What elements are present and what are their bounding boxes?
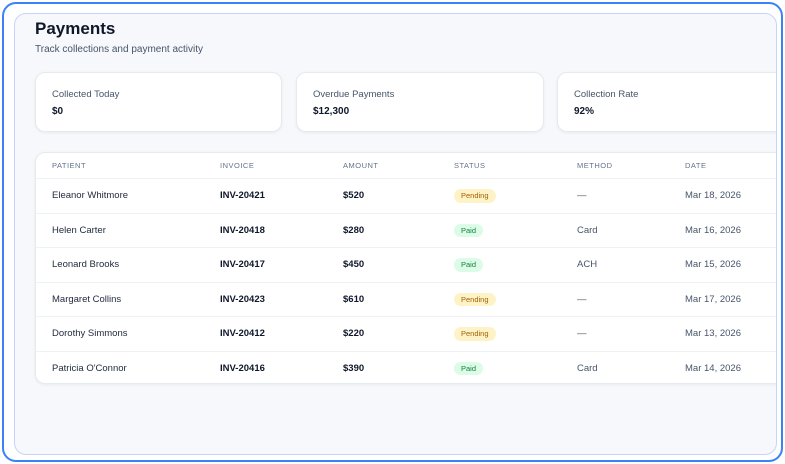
status-badge: Pending — [454, 292, 496, 306]
amount: $390 — [343, 362, 365, 374]
column-header-invoice[interactable]: INVOICE — [220, 161, 255, 170]
patient-name: Eleanor Whitmore — [52, 190, 129, 202]
status-cell: Pending — [454, 283, 496, 317]
status-cell: Pending — [454, 179, 496, 213]
amount: $610 — [343, 293, 365, 305]
status-badge: Pending — [454, 327, 496, 341]
table-row[interactable]: Dorothy Simmons INV-20412 $220 Pending —… — [36, 316, 776, 351]
table-row[interactable]: Patricia O'Connor INV-20416 $390 Paid Ca… — [36, 350, 776, 384]
patient-name: Patricia O'Connor — [52, 362, 127, 374]
payment-date: Mar 13, 2026 — [685, 328, 741, 340]
payment-method: ACH — [577, 259, 598, 271]
status-cell: Paid — [454, 214, 484, 248]
column-header-date[interactable]: DATE — [685, 161, 707, 170]
table-row[interactable]: Eleanor Whitmore INV-20421 $520 Pending … — [36, 178, 776, 213]
payment-method: — — [577, 190, 587, 202]
payments-panel: Payments Track collections and payment a… — [14, 13, 777, 455]
amount: $450 — [343, 259, 365, 271]
stat-value: 92% — [574, 106, 595, 117]
stat-card-collection-rate: Collection Rate 92% — [557, 72, 776, 132]
invoice-number: INV-20412 — [220, 328, 265, 340]
stat-value: $12,300 — [313, 106, 350, 117]
payment-date: Mar 14, 2026 — [685, 362, 741, 374]
stat-label: Collection Rate — [574, 89, 639, 100]
page-subtitle: Track collections and payment activity — [35, 44, 204, 55]
column-header-patient[interactable]: PATIENT — [52, 161, 87, 170]
payment-date: Mar 16, 2026 — [685, 224, 741, 236]
column-header-amount[interactable]: AMOUNT — [343, 161, 379, 170]
payment-date: Mar 15, 2026 — [685, 259, 741, 271]
stat-value: $0 — [52, 106, 64, 117]
stat-label: Collected Today — [52, 89, 120, 100]
payment-method: Card — [577, 224, 598, 236]
status-badge: Paid — [454, 223, 484, 237]
amount: $520 — [343, 190, 365, 202]
patient-name: Dorothy Simmons — [52, 328, 128, 340]
payment-method: — — [577, 293, 587, 305]
page-title: Payments — [35, 19, 116, 38]
table-row[interactable]: Margaret Collins INV-20423 $610 Pending … — [36, 281, 776, 317]
column-header-status[interactable]: STATUS — [454, 161, 486, 170]
amount: $280 — [343, 224, 365, 236]
status-cell: Pending — [454, 317, 496, 351]
stat-card-collected-today: Collected Today $0 — [35, 72, 282, 132]
invoice-number: INV-20417 — [220, 259, 265, 271]
stat-label: Overdue Payments — [313, 89, 395, 100]
status-cell: Paid — [454, 248, 484, 282]
status-badge: Paid — [454, 258, 484, 272]
invoice-number: INV-20418 — [220, 224, 265, 236]
column-header-method[interactable]: METHOD — [577, 161, 613, 170]
patient-name: Helen Carter — [52, 224, 106, 236]
payments-table: PATIENT INVOICE AMOUNT STATUS METHOD DAT… — [35, 152, 776, 384]
payment-date: Mar 17, 2026 — [685, 293, 741, 305]
payment-method: Card — [577, 362, 598, 374]
amount: $220 — [343, 328, 365, 340]
patient-name: Margaret Collins — [52, 293, 122, 305]
invoice-number: INV-20421 — [220, 190, 265, 202]
invoice-number: INV-20423 — [220, 293, 265, 305]
table-row[interactable]: Helen Carter INV-20418 $280 Paid Card Ma… — [36, 212, 776, 248]
table-row[interactable]: Leonard Brooks INV-20417 $450 Paid ACH M… — [36, 247, 776, 282]
stat-card-overdue-payments: Overdue Payments $12,300 — [296, 72, 544, 132]
status-cell: Paid — [454, 352, 484, 384]
payment-date: Mar 18, 2026 — [685, 190, 741, 202]
status-badge: Paid — [454, 361, 484, 375]
invoice-number: INV-20416 — [220, 362, 265, 374]
payment-method: — — [577, 328, 587, 340]
status-badge: Pending — [454, 189, 496, 203]
patient-name: Leonard Brooks — [52, 259, 120, 271]
table-header-row: PATIENT INVOICE AMOUNT STATUS METHOD DAT… — [36, 153, 776, 178]
